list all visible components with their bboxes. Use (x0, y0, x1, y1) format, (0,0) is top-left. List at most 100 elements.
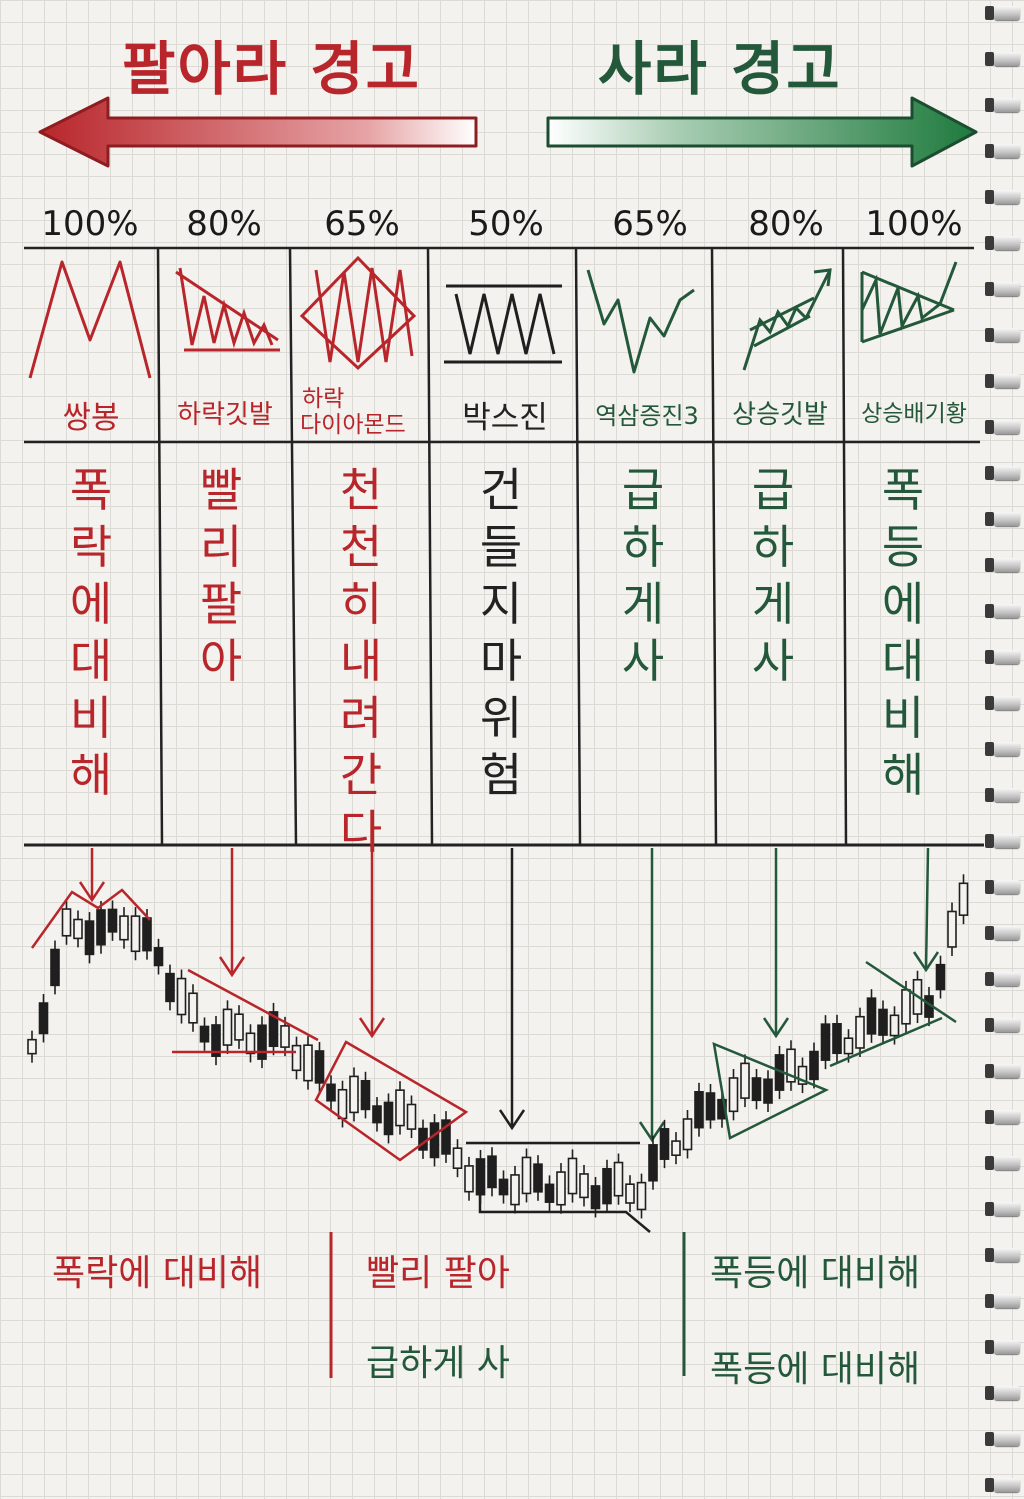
candle-body (27, 1038, 37, 1055)
pct-box: 50% (468, 204, 544, 244)
candle-body (510, 1174, 520, 1206)
binder-ring (994, 98, 1020, 112)
table-grid (24, 246, 984, 847)
candle-body (648, 1144, 658, 1182)
binder-hole (985, 788, 994, 802)
pointer-arrowhead (78, 881, 106, 903)
candle-body (441, 1119, 451, 1155)
summary-crash-prep: 폭락에 대비해 (52, 1253, 263, 1294)
binder-hole (985, 466, 994, 480)
binder-hole (985, 6, 994, 20)
binder-hole (985, 742, 994, 756)
binder-hole (985, 834, 994, 848)
buy-warning-title: 사라 경고 (598, 35, 842, 103)
binder-hole (985, 52, 994, 66)
binder-hole (985, 1294, 994, 1308)
summary-surge-prep-1: 폭등에 대비해 (710, 1253, 921, 1294)
binder-hole (985, 558, 994, 572)
candle-body (349, 1075, 359, 1114)
pointer-arrow (924, 847, 930, 971)
binder-ring (994, 52, 1020, 66)
candle-body (889, 1014, 900, 1037)
pct-double-top: 100% (41, 204, 139, 244)
candle-body (130, 915, 141, 953)
candle-body (360, 1079, 371, 1111)
candle-body (222, 1008, 233, 1046)
pattern-name-double-top: 쌍봉 (62, 400, 120, 436)
binder-ring (994, 972, 1020, 986)
candle-body (843, 1037, 854, 1055)
candle-body (533, 1163, 543, 1193)
action-ascending-wedge: 폭등에대비해 (881, 463, 925, 802)
candle-body (579, 1173, 589, 1199)
sell-arrow (38, 96, 478, 168)
binder-hole (985, 926, 994, 940)
pointer-arrowhead (498, 1109, 526, 1131)
candle-body (544, 1183, 555, 1203)
binder-hole (985, 696, 994, 710)
candle-body (786, 1048, 796, 1083)
binder-ring (994, 604, 1020, 618)
binder-hole (985, 236, 994, 250)
pattern-name-descending-flag: 하락깃발 (177, 400, 273, 430)
candle-body (84, 920, 95, 956)
chart-pattern-outlines (30, 888, 957, 1233)
binder-ring (994, 374, 1020, 388)
binder-ring (994, 1386, 1020, 1400)
candle-body (682, 1118, 693, 1151)
candle-body (188, 992, 198, 1024)
binder-hole (985, 1340, 994, 1354)
binder-hole (985, 420, 994, 434)
pointer-arrowhead (218, 956, 246, 978)
candle-body (464, 1165, 474, 1193)
candle-body (452, 1147, 463, 1169)
binder-hole (985, 282, 994, 296)
candle-body (268, 1011, 279, 1048)
binder-hole (985, 374, 994, 388)
binder-ring (994, 420, 1020, 434)
binder-ring (994, 6, 1020, 20)
candle-body (613, 1161, 624, 1197)
candle-body (199, 1025, 210, 1043)
candle-body (556, 1171, 566, 1206)
binder-ring (994, 282, 1020, 296)
binder-hole (985, 328, 994, 342)
candle-body (567, 1157, 578, 1195)
candle-body (958, 882, 969, 916)
pointer-arrowhead (358, 1017, 386, 1039)
binder-ring (994, 1248, 1020, 1262)
candle-body (234, 1013, 244, 1041)
binder-ring (994, 328, 1020, 342)
pct-diamond: 65% (324, 204, 400, 244)
pct-ascending-flag: 80% (748, 204, 824, 244)
binder-hole (985, 650, 994, 664)
diamond-icon (299, 255, 417, 371)
candle-body (832, 1023, 842, 1055)
candle-body (820, 1023, 831, 1061)
candle-body (142, 917, 152, 952)
candle-body (809, 1050, 819, 1081)
action-inverse-hs: 급하게사 (621, 463, 665, 688)
candle-body (705, 1092, 716, 1121)
candle-body (153, 947, 164, 967)
candle-body (935, 963, 946, 991)
candle-body (326, 1083, 336, 1102)
binder-hole (985, 512, 994, 526)
pattern-name-box: 박스진 (462, 400, 548, 436)
binder-hole (985, 1064, 994, 1078)
pointer-arrowhead (638, 1121, 666, 1143)
candle-body (96, 909, 106, 946)
summary-surge-prep-2: 폭등에 대비해 (710, 1349, 921, 1390)
candle-body (855, 1015, 865, 1049)
candle-body (521, 1156, 532, 1195)
binder-ring (994, 558, 1020, 572)
action-double-top: 폭락에대비해 (69, 463, 113, 802)
summary-buy-fast: 급하게 사 (366, 1343, 510, 1384)
ascending-wedge-icon (860, 261, 958, 344)
candle-body (487, 1155, 497, 1189)
binder-ring (994, 1340, 1020, 1354)
candle-body (107, 908, 118, 933)
binder-hole (985, 880, 994, 894)
pattern-name-ascending-wedge: 상승배기황 (861, 401, 967, 427)
ascending-flag-icon (742, 268, 832, 371)
